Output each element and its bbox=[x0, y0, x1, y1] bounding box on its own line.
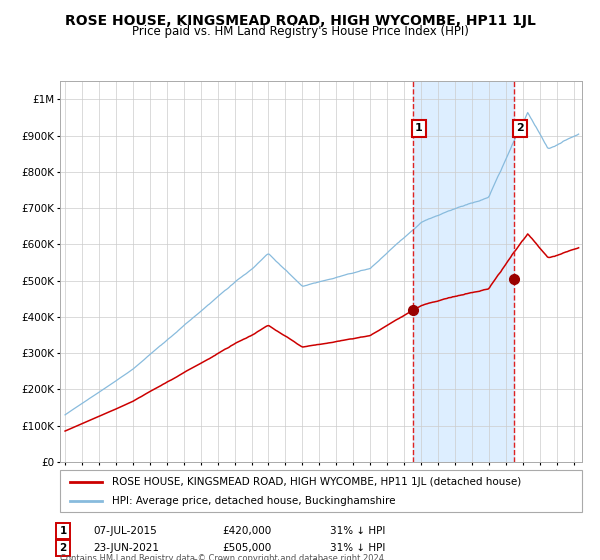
Bar bbox=[413, 81, 514, 462]
Text: ROSE HOUSE, KINGSMEAD ROAD, HIGH WYCOMBE, HP11 1JL (detached house): ROSE HOUSE, KINGSMEAD ROAD, HIGH WYCOMBE… bbox=[112, 477, 521, 487]
Text: This data is licensed under the Open Government Licence v3.0.: This data is licensed under the Open Gov… bbox=[60, 559, 328, 560]
Text: 31% ↓ HPI: 31% ↓ HPI bbox=[330, 543, 385, 553]
Text: ROSE HOUSE, KINGSMEAD ROAD, HIGH WYCOMBE, HP11 1JL: ROSE HOUSE, KINGSMEAD ROAD, HIGH WYCOMBE… bbox=[65, 14, 535, 28]
FancyBboxPatch shape bbox=[60, 470, 582, 512]
Text: 07-JUL-2015: 07-JUL-2015 bbox=[93, 526, 157, 536]
Text: Contains HM Land Registry data © Crown copyright and database right 2024.: Contains HM Land Registry data © Crown c… bbox=[60, 554, 386, 560]
Text: Price paid vs. HM Land Registry's House Price Index (HPI): Price paid vs. HM Land Registry's House … bbox=[131, 25, 469, 38]
Text: 23-JUN-2021: 23-JUN-2021 bbox=[93, 543, 159, 553]
Text: 31% ↓ HPI: 31% ↓ HPI bbox=[330, 526, 385, 536]
Text: £420,000: £420,000 bbox=[222, 526, 271, 536]
Text: HPI: Average price, detached house, Buckinghamshire: HPI: Average price, detached house, Buck… bbox=[112, 496, 396, 506]
Text: £505,000: £505,000 bbox=[222, 543, 271, 553]
Text: 1: 1 bbox=[59, 526, 67, 536]
Text: 1: 1 bbox=[415, 123, 422, 133]
Text: 2: 2 bbox=[516, 123, 524, 133]
Text: 2: 2 bbox=[59, 543, 67, 553]
